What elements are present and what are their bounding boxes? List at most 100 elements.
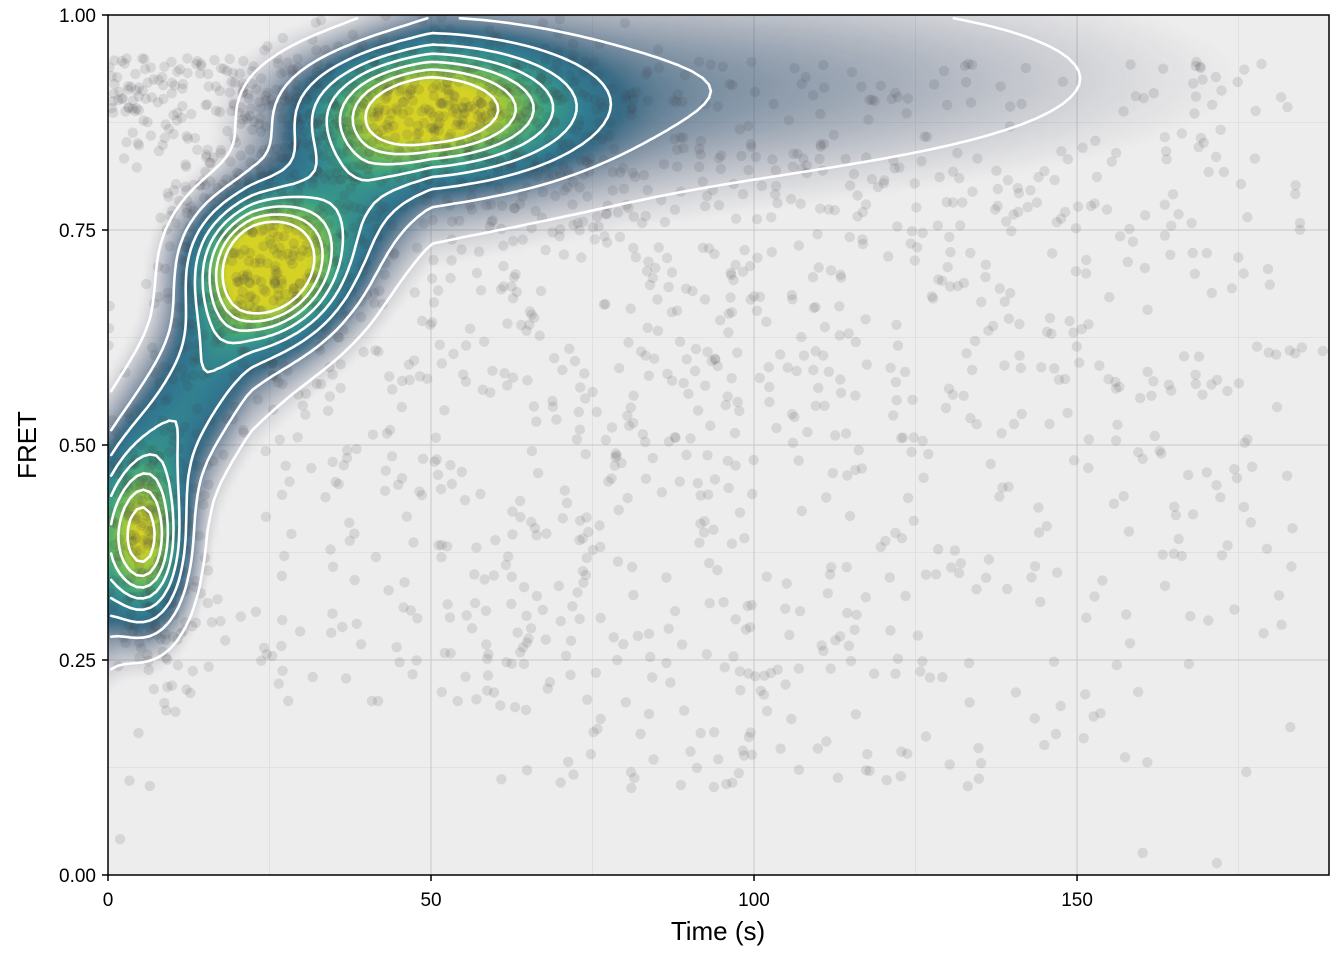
scatter-point	[300, 409, 311, 420]
scatter-point	[255, 112, 266, 124]
scatter-point	[990, 204, 1001, 215]
scatter-point	[1119, 752, 1131, 763]
scatter-point	[540, 54, 551, 65]
scatter-point	[1048, 656, 1060, 667]
scatter-point	[259, 45, 270, 56]
scatter-point	[1114, 231, 1126, 242]
scatter-point	[182, 381, 193, 392]
scatter-point	[1059, 206, 1071, 218]
scatter-point	[357, 39, 368, 51]
scatter-point	[333, 478, 344, 490]
scatter-point	[987, 320, 999, 332]
scatter-point	[406, 171, 417, 182]
scatter-point	[957, 197, 968, 208]
scatter-point	[279, 66, 290, 77]
scatter-point	[289, 168, 300, 180]
scatter-point	[697, 176, 708, 187]
scatter-point	[899, 366, 911, 378]
scatter-point	[1036, 362, 1047, 373]
scatter-point	[300, 388, 312, 399]
scatter-point	[266, 238, 277, 250]
scatter-point	[283, 120, 294, 131]
scatter-point	[554, 15, 565, 25]
scatter-point	[200, 179, 211, 191]
scatter-point	[434, 118, 445, 129]
scatter-point	[1135, 392, 1146, 404]
scatter-point	[537, 17, 548, 29]
scatter-point	[139, 53, 150, 65]
scatter-point	[574, 120, 585, 131]
scatter-point	[432, 120, 444, 131]
scatter-point	[896, 432, 907, 444]
scatter-point	[176, 254, 187, 265]
scatter-point	[933, 544, 944, 555]
scatter-point	[1091, 171, 1103, 183]
scatter-point	[761, 571, 772, 582]
scatter-point	[526, 309, 537, 320]
scatter-point	[466, 623, 478, 634]
scatter-point	[853, 445, 864, 456]
scatter-point	[315, 113, 326, 125]
scatter-point	[812, 743, 824, 754]
scatter-point	[623, 202, 634, 214]
scatter-point	[309, 153, 320, 164]
scatter-point	[627, 167, 638, 178]
scatter-point	[397, 375, 408, 387]
scatter-point	[640, 350, 651, 361]
scatter-point	[375, 204, 386, 216]
scatter-point	[381, 91, 393, 102]
scatter-point	[1290, 180, 1301, 191]
scatter-point	[690, 343, 702, 355]
scatter-point	[918, 472, 929, 483]
scatter-point	[637, 429, 649, 440]
scatter-point	[601, 237, 613, 248]
scatter-point	[144, 445, 156, 456]
scatter-point	[699, 516, 710, 527]
scatter-point	[384, 115, 395, 127]
scatter-point	[557, 160, 569, 171]
scatter-point	[237, 286, 248, 297]
scatter-point	[1026, 572, 1037, 583]
scatter-point	[574, 515, 586, 526]
scatter-point	[969, 335, 981, 347]
scatter-point	[835, 387, 847, 398]
scatter-point	[576, 155, 587, 166]
scatter-point	[547, 227, 558, 238]
scatter-point	[486, 108, 497, 119]
scatter-point	[192, 403, 203, 415]
scatter-point	[238, 273, 250, 285]
scatter-point	[1276, 619, 1287, 630]
scatter-point	[745, 727, 756, 738]
scatter-point	[311, 66, 323, 78]
scatter-point	[349, 202, 360, 213]
scatter-point	[890, 87, 901, 99]
scatter-point	[108, 300, 115, 312]
scatter-point	[244, 111, 255, 122]
scatter-point	[554, 231, 565, 242]
scatter-point	[1235, 178, 1247, 190]
scatter-point	[238, 427, 249, 438]
scatter-point	[436, 358, 448, 369]
scatter-point	[158, 425, 170, 436]
scatter-point	[272, 143, 283, 155]
scatter-point	[1188, 78, 1199, 89]
scatter-point	[1033, 527, 1045, 538]
scatter-point	[590, 667, 601, 678]
scatter-point	[517, 642, 529, 653]
scatter-point	[1190, 378, 1202, 390]
scatter-point	[442, 194, 453, 206]
y-tick-label: 0.50	[59, 436, 96, 457]
scatter-point	[1194, 61, 1206, 72]
scatter-point	[890, 527, 901, 539]
scatter-point	[843, 640, 855, 651]
scatter-point	[693, 56, 705, 67]
scatter-point	[1108, 498, 1120, 509]
scatter-point	[828, 129, 839, 141]
scatter-point	[929, 79, 940, 90]
scatter-point	[934, 172, 945, 183]
scatter-point	[380, 465, 391, 476]
scatter-point	[378, 34, 389, 45]
scatter-point	[480, 110, 491, 122]
scatter-point	[285, 173, 297, 184]
scatter-point	[991, 165, 1002, 176]
